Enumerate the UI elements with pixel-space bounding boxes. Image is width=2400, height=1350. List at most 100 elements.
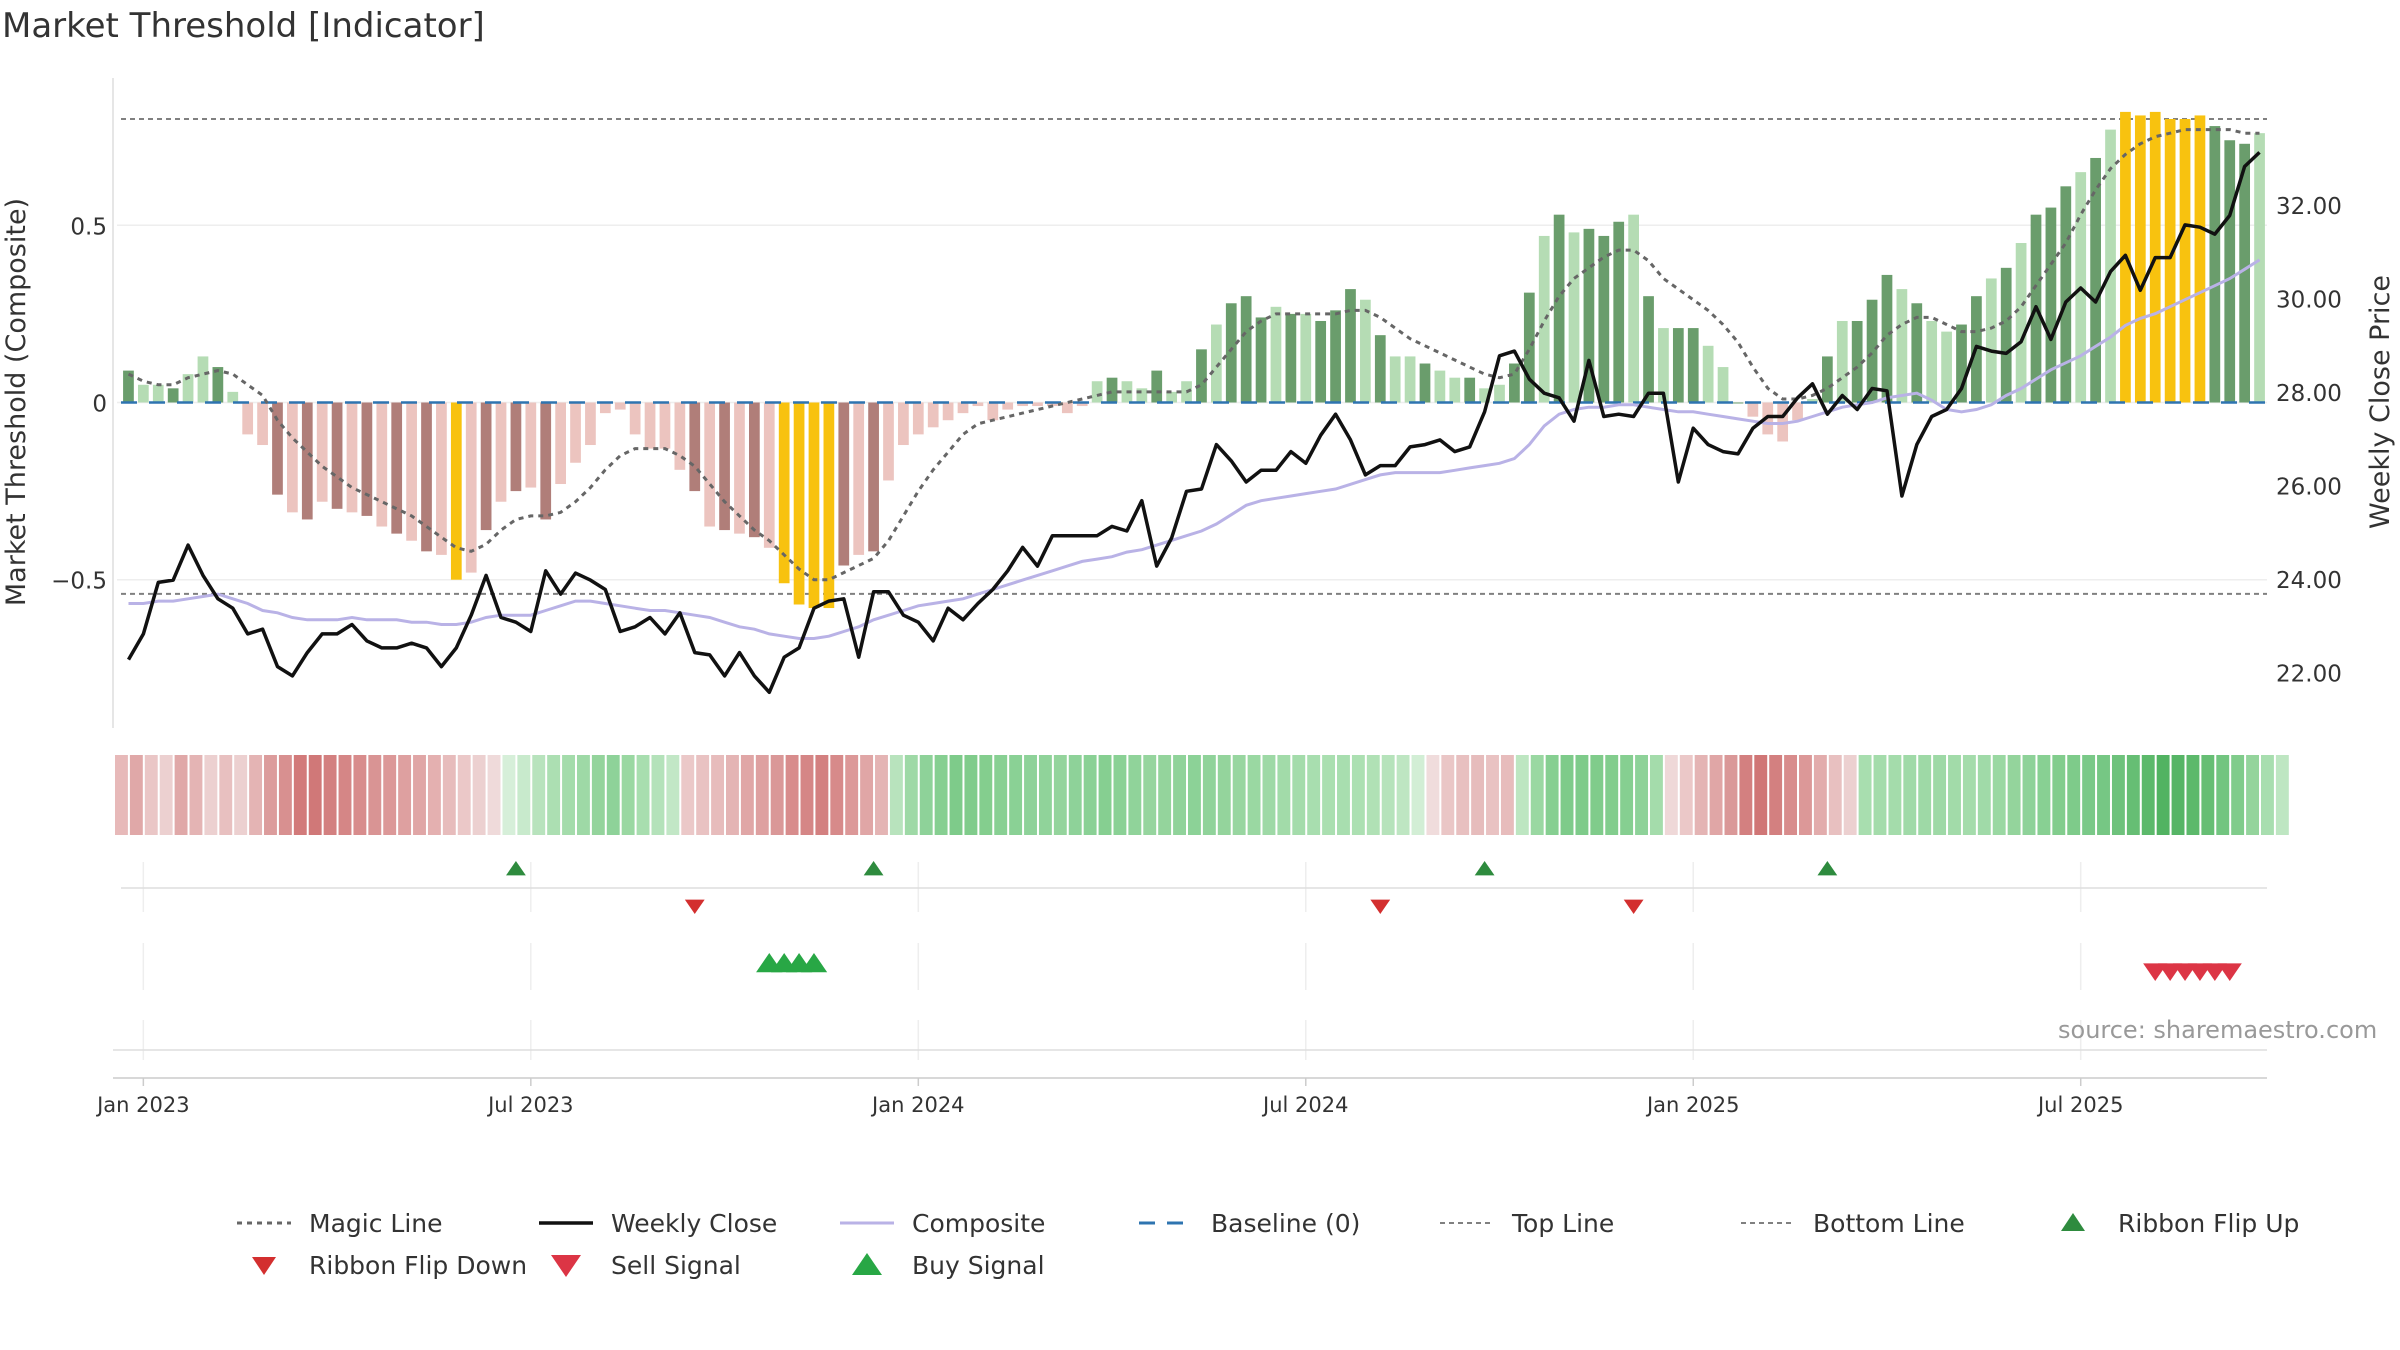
composite-bar xyxy=(1061,402,1073,414)
ribbon-flip-down-marker xyxy=(1623,899,1644,914)
composite-bar xyxy=(137,384,149,403)
composite-bar xyxy=(1002,402,1014,410)
composite-bar xyxy=(1896,289,1908,403)
composite-bar xyxy=(644,402,656,449)
ribbon-segment xyxy=(278,755,292,835)
composite-bar xyxy=(301,402,313,520)
ribbon-segment xyxy=(2037,755,2051,835)
composite-bar xyxy=(1285,313,1297,403)
ribbon-segment xyxy=(1813,755,1827,835)
composite-bar xyxy=(465,402,477,573)
ribbon-segment xyxy=(1739,755,1753,835)
composite-bar xyxy=(719,402,730,531)
composite-bar xyxy=(1076,402,1088,407)
y2-tick-label: 28.00 xyxy=(2276,381,2342,407)
ribbon-segment xyxy=(830,755,844,835)
composite-bar xyxy=(1956,324,1967,403)
ribbon-segment xyxy=(1694,755,1708,835)
ribbon-segment xyxy=(115,755,128,835)
composite-bar xyxy=(674,402,686,470)
ribbon-segment xyxy=(1351,755,1365,835)
ribbon-segment xyxy=(1903,755,1917,835)
ribbon-segment xyxy=(368,755,382,835)
ribbon-segment xyxy=(457,755,471,835)
composite-bar xyxy=(1836,320,1848,403)
composite-bar xyxy=(749,402,760,538)
ribbon-segment xyxy=(1471,755,1485,835)
composite-bar xyxy=(2060,186,2072,403)
composite-bar xyxy=(1240,296,1252,403)
composite-bar xyxy=(1523,292,1535,403)
ribbon-segment xyxy=(800,755,814,835)
ribbon-segment xyxy=(1307,755,1321,835)
composite-bar xyxy=(495,402,507,502)
ribbon-segment xyxy=(1799,755,1812,835)
ribbon-segment xyxy=(2097,755,2110,835)
ribbon-segment xyxy=(1322,755,1336,835)
ribbon-segment xyxy=(1575,755,1589,835)
ribbon-segment xyxy=(398,755,412,835)
ribbon-segment xyxy=(1649,755,1663,835)
composite-bar xyxy=(1419,363,1431,403)
composite-bar xyxy=(1687,328,1699,403)
composite-bar xyxy=(391,402,403,534)
composite-bar xyxy=(1911,303,1923,403)
composite-bar xyxy=(2239,143,2251,403)
ribbon-segment xyxy=(979,755,993,835)
ribbon-segment xyxy=(651,755,665,835)
composite-bar xyxy=(242,402,254,435)
y2-tick-label: 26.00 xyxy=(2276,475,2342,501)
composite-bar xyxy=(1300,313,1312,403)
ribbon-flip-down-marker xyxy=(684,899,705,914)
ribbon-segment xyxy=(1009,755,1023,835)
ribbon-segment xyxy=(934,755,948,835)
composite-bar xyxy=(1926,320,1938,403)
composite-bar xyxy=(540,402,552,520)
y2-tick-label: 30.00 xyxy=(2276,288,2342,314)
composite-bar xyxy=(1210,324,1222,403)
ribbon-segment xyxy=(2171,755,2185,835)
composite-bar xyxy=(1017,402,1028,407)
ribbon-segment xyxy=(1828,755,1842,835)
ribbon-segment xyxy=(308,755,322,835)
composite-bar xyxy=(1628,214,1639,403)
y-tick-label: 0.5 xyxy=(70,214,107,240)
ribbon-segment xyxy=(785,755,799,835)
composite-bar xyxy=(823,402,835,609)
composite-bar xyxy=(346,402,358,513)
composite-bar xyxy=(838,402,850,566)
ribbon-segment xyxy=(845,755,859,835)
ribbon-segment xyxy=(264,755,277,835)
composite-bar xyxy=(1389,356,1401,403)
ribbon-segment xyxy=(949,755,963,835)
ribbon-segment xyxy=(532,755,546,835)
ribbon-segment xyxy=(2261,755,2274,835)
ribbon-segment xyxy=(2201,755,2215,835)
ribbon-segment xyxy=(2067,755,2081,835)
ribbon-segment xyxy=(413,755,426,835)
composite-bar xyxy=(1866,299,1878,403)
ribbon-segment xyxy=(1024,755,1037,835)
ribbon-segment xyxy=(1933,755,1947,835)
ribbon-segment xyxy=(1545,755,1559,835)
composite-bar xyxy=(1747,402,1759,417)
ribbon-segment xyxy=(1158,755,1172,835)
y2-tick-label: 24.00 xyxy=(2276,568,2342,594)
y2-tick-label: 32.00 xyxy=(2276,194,2342,220)
composite-bar xyxy=(2194,115,2206,403)
composite-bar xyxy=(1717,367,1729,403)
ribbon-segment xyxy=(1784,755,1798,835)
composite-bar xyxy=(1166,391,1178,403)
composite-bar xyxy=(868,402,879,552)
chart-title: Market Threshold [Indicator] xyxy=(2,6,485,46)
composite-bar xyxy=(629,402,641,435)
ribbon-segment xyxy=(1515,755,1529,835)
composite-bar xyxy=(570,402,581,463)
ribbon-segment xyxy=(1098,755,1112,835)
ribbon-flip-up-marker xyxy=(1474,861,1495,876)
y2-tick-label: 22.00 xyxy=(2276,662,2342,688)
y-axis-title: Market Threshold (Composite) xyxy=(1,198,32,606)
composite-bar xyxy=(987,402,999,421)
composite-bar xyxy=(480,402,492,531)
ribbon-segment xyxy=(875,755,888,835)
